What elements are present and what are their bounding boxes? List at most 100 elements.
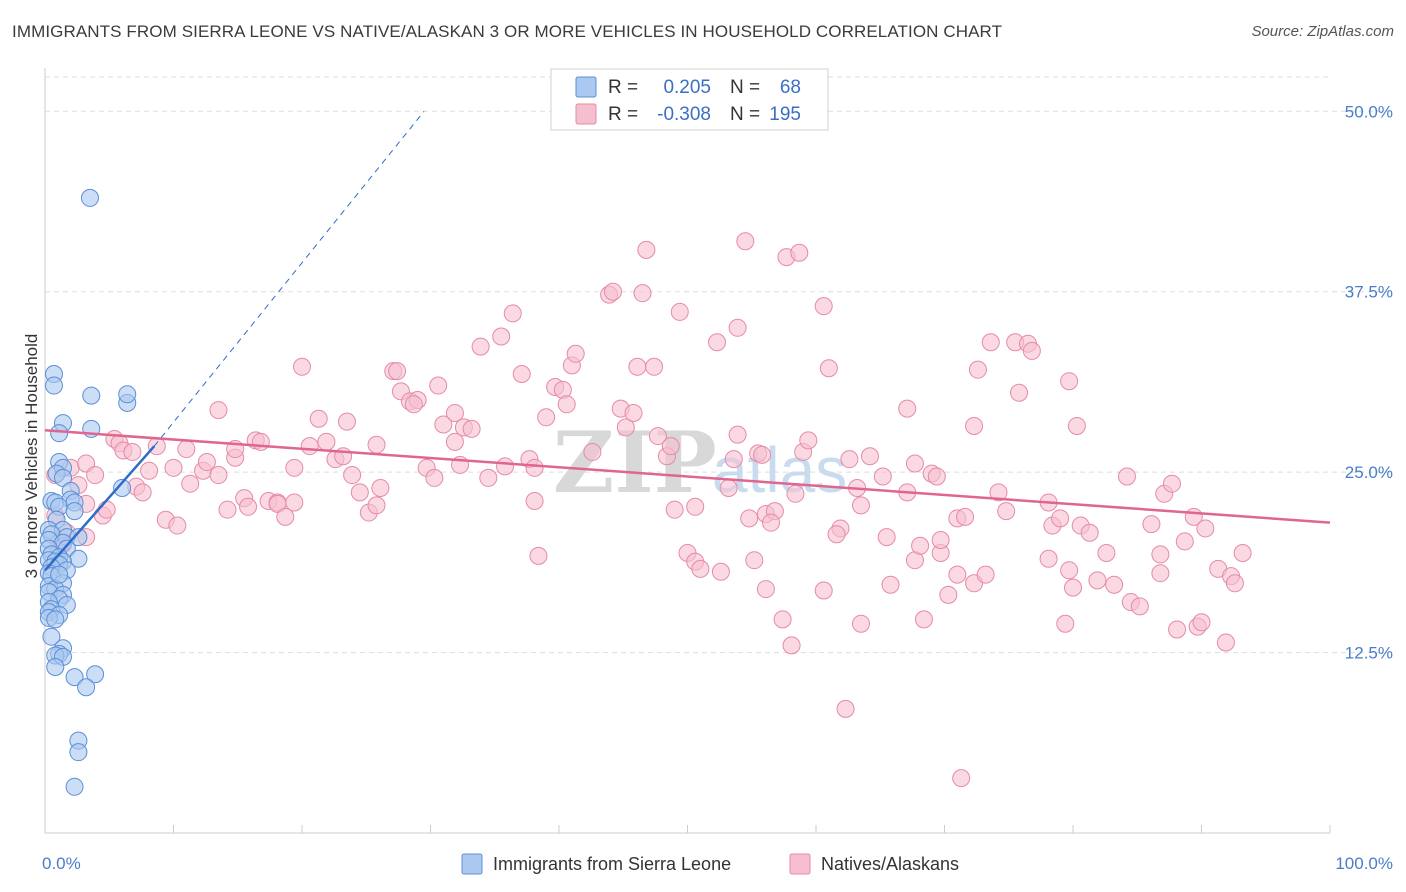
natives-alaskans-point	[86, 466, 105, 485]
natives-alaskans-point	[168, 516, 187, 535]
natives-alaskans-point	[1117, 467, 1136, 486]
watermark-zip: ZIP	[553, 413, 717, 512]
natives-alaskans-point	[529, 546, 548, 565]
natives-alaskans-point	[724, 450, 743, 469]
natives-alaskans-point	[1022, 341, 1041, 360]
correlation-legend: R = 0.205 N = 68 R = -0.308 N = 195	[550, 68, 829, 131]
trend-lines	[44, 110, 1331, 572]
natives-alaskans-point	[1060, 372, 1079, 391]
natives-alaskans-point	[1142, 515, 1161, 534]
natives-alaskans-point	[851, 614, 870, 633]
natives-alaskans-point	[479, 468, 498, 487]
natives-alaskans-point	[1060, 561, 1079, 580]
natives-alaskans-point	[952, 769, 971, 788]
y-tick-labels: 12.5% 25.0% 37.5% 50.0%	[1345, 102, 1393, 662]
legend-n-value-2: 195	[769, 104, 801, 125]
natives-alaskans-point	[965, 416, 984, 435]
y-tick-label: 50.0%	[1345, 102, 1393, 121]
natives-alaskans-point	[300, 437, 319, 456]
natives-alaskans-point	[814, 297, 833, 316]
natives-alaskans-point	[164, 458, 183, 477]
natives-alaskans-point	[881, 575, 900, 594]
natives-alaskans-point	[711, 562, 730, 581]
natives-alaskans-point	[616, 418, 635, 437]
natives-alaskans-point	[728, 318, 747, 337]
natives-alaskans-point	[123, 442, 142, 461]
natives-alaskans-point	[197, 453, 216, 472]
natives-alaskans-point	[989, 483, 1008, 502]
natives-alaskans-point	[790, 243, 809, 262]
series-legend-label-blue: Immigrants from Sierra Leone	[493, 854, 731, 874]
natives-alaskans-point	[736, 232, 755, 251]
natives-alaskans-point	[1216, 633, 1235, 652]
natives-alaskans-point	[1225, 574, 1244, 593]
natives-alaskans-point	[836, 699, 855, 718]
natives-alaskans-point	[276, 507, 295, 526]
sierra-leone-point	[69, 528, 88, 547]
natives-alaskans-point	[97, 500, 116, 519]
natives-alaskans-point	[566, 344, 585, 363]
natives-alaskans-point	[1196, 519, 1215, 538]
natives-alaskans-point	[1192, 613, 1211, 632]
sierra-leone-point	[65, 502, 84, 521]
sierra-leone-point	[118, 385, 137, 404]
natives-alaskans-point	[177, 440, 196, 459]
legend-n-label-1: N =	[730, 77, 760, 98]
natives-alaskans-point	[429, 376, 448, 395]
legend-swatch-pink	[575, 103, 597, 125]
natives-alaskans-point	[981, 333, 1000, 352]
natives-alaskans-point	[911, 536, 930, 555]
natives-alaskans-point	[492, 327, 511, 346]
natives-alaskans-point	[1151, 545, 1170, 564]
natives-alaskans-point	[471, 337, 490, 356]
series-legend-swatch-pink	[789, 853, 811, 875]
series-legend-swatch-blue	[461, 853, 483, 875]
natives-alaskans-point	[317, 432, 336, 451]
natives-alaskans-point	[371, 479, 390, 498]
sierra-leone-point	[50, 424, 69, 443]
natives-alaskans-point	[851, 496, 870, 515]
natives-alaskans-point	[1097, 543, 1116, 562]
natives-alaskans-point	[939, 585, 958, 604]
natives-alaskans-point	[691, 559, 710, 578]
natives-alaskans-point	[786, 484, 805, 503]
natives-alaskans-point	[773, 610, 792, 629]
natives-alaskans-point	[181, 474, 200, 493]
natives-alaskans-point	[445, 432, 464, 451]
watermark: ZIP atlas	[553, 413, 847, 512]
natives-alaskans-point	[1064, 578, 1082, 597]
legend-r-value-2: -0.308	[657, 104, 711, 125]
natives-alaskans-point	[537, 408, 556, 427]
natives-alaskans-point	[633, 284, 652, 303]
natives-alaskans-point	[603, 282, 622, 301]
natives-alaskans-point	[645, 357, 664, 376]
natives-alaskans-point	[782, 636, 801, 655]
natives-alaskans-point	[133, 483, 152, 502]
natives-alaskans-point	[931, 530, 950, 549]
natives-alaskans-point	[665, 500, 684, 519]
series-legend: Immigrants from Sierra Leone Natives/Ala…	[461, 853, 959, 875]
natives-alaskans-point	[1080, 523, 1099, 542]
natives-alaskans-point	[1010, 383, 1029, 402]
legend-r-value-1: 0.205	[663, 77, 711, 98]
natives-alaskans-point	[525, 458, 544, 477]
natives-alaskans-point	[462, 419, 481, 438]
natives-alaskans-point	[819, 359, 838, 378]
sierra-leone-point	[44, 376, 63, 395]
natives-alaskans-point	[628, 357, 647, 376]
natives-alaskans-point	[1056, 614, 1075, 633]
natives-alaskans-point	[898, 399, 917, 418]
natives-alaskans-point	[624, 403, 643, 422]
natives-alaskans-point	[762, 513, 781, 532]
natives-alaskans-point	[877, 528, 896, 547]
natives-alaskans-point	[968, 360, 987, 379]
chart-source: Source: ZipAtlas.com	[1251, 23, 1394, 40]
natives-alaskans-point	[873, 467, 892, 486]
sierra-leone-point	[113, 479, 132, 498]
natives-alaskans-point	[218, 500, 237, 519]
natives-alaskans-point	[1168, 620, 1187, 639]
natives-alaskans-point	[814, 581, 833, 600]
natives-alaskans-point	[827, 525, 846, 544]
natives-alaskans-point	[914, 610, 933, 629]
natives-alaskans-point	[434, 415, 453, 434]
